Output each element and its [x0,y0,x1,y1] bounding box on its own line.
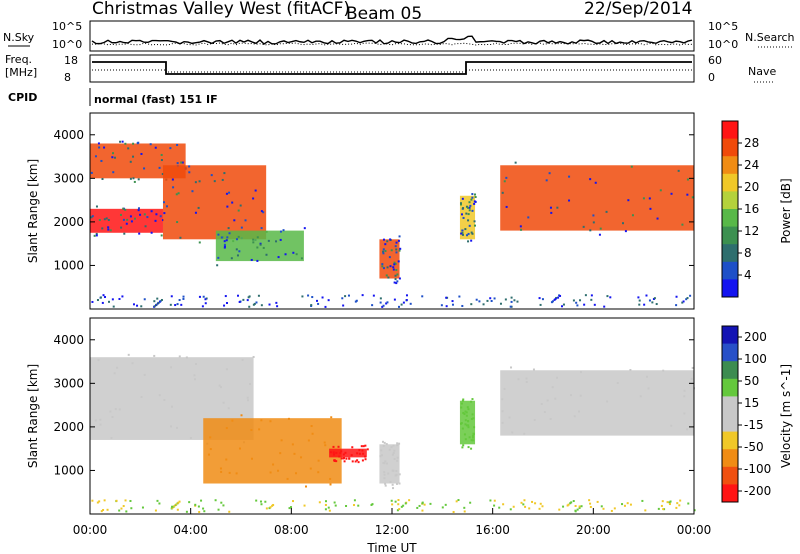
colorbar-swatch [722,343,738,362]
xtick-label: 12:00 [375,523,410,537]
colorbar-tick-label: 50 [744,374,759,388]
ytick-label: 1000 [53,258,84,272]
colorbar-swatch [722,261,738,280]
nsearch-tick-high: 10^5 [708,20,738,33]
colorbar-swatch [722,156,738,175]
nave-series [92,69,692,73]
echo-region [379,440,401,490]
freq-series [92,61,692,75]
nsearch-tick-low: 10^0 [708,38,738,51]
velocity-panel: 1000 2000 3000 4000 Slant Range [km] 200 100… [26,317,793,554]
colorbar-tick-label: 24 [744,158,759,172]
colorbar-swatch [722,121,738,140]
beam-label: Beam 05 [346,4,422,24]
colorbar-tick-label: 8 [744,246,752,260]
colorbar-swatch [722,449,738,468]
nsky-label: N.Sky [3,31,35,44]
colorbar-swatch [722,361,738,380]
power-ylabel: Slant Range [km] [26,159,40,263]
freq-tick-low: 8 [64,71,71,84]
colorbar-swatch [722,414,738,433]
colorbar-tick-label: 4 [744,268,752,282]
echo-region [459,193,477,243]
echo-region [162,161,268,244]
echo-region [500,161,694,236]
colorbar-swatch [722,191,738,210]
colorbar-tick-label: 200 [744,330,767,344]
ytick-label: 4000 [53,333,84,347]
ytick-label: 2000 [53,420,84,434]
cpid-value: normal (fast) 151 IF [94,93,218,106]
freq-label: Freq. [5,53,32,66]
colorbar-tick-label: 20 [744,180,759,194]
echo-region [90,205,164,237]
freq-tick-high: 18 [64,54,78,67]
colorbar-swatch [722,326,738,345]
colorbar-swatch [722,279,738,298]
nave-label: Nave [748,65,776,78]
colorbar-tick-label: 100 [744,352,767,366]
power-panel: 1000 2000 3000 4000 Slant Range [km] 4 8 12 16… [26,112,793,310]
date-label: 22/Sep/2014 [584,0,692,19]
colorbar-swatch [722,138,738,157]
echo-region [379,235,402,285]
colorbar-swatch [722,244,738,263]
colorbar-swatch [722,484,738,503]
echo-region [500,366,696,436]
colorbar-swatch [722,378,738,397]
velocity-ylabel: Slant Range [km] [26,364,40,468]
echo-region [203,414,342,488]
xtick-label: 00:00 [677,523,712,537]
radar-title: Christmas Valley West (fitACF) [92,0,350,19]
echo-region [329,444,369,464]
noise-strip: N.Sky 10^5 10^0 10^5 10^0 N.Search [3,20,795,52]
nsky-tick-low: 10^0 [52,38,82,51]
freq-unit: [MHz] [5,66,37,79]
ytick-label: 2000 [53,215,84,229]
nave-tick-low: 0 [708,71,715,84]
ytick-label: 1000 [53,463,84,477]
colorbar-tick-label: 28 [744,136,759,150]
freq-strip: Freq. [MHz] 18 8 60 0 Nave [5,53,776,84]
colorbar-tick-label: 12 [744,224,759,238]
echo-region [459,398,476,450]
colorbar-tick-label: -15 [744,418,764,432]
colorbar-swatch [722,396,738,415]
nsky-series [91,35,693,45]
nave-tick-high: 60 [708,54,722,67]
colorbar-tick-label: -200 [744,484,771,498]
cpid-label: CPID [8,91,37,104]
ytick-label: 3000 [53,171,84,185]
power-colorbar-label: Power [dB] [779,178,793,243]
nsky-tick-high: 10^5 [52,20,82,33]
colorbar-swatch [722,466,738,485]
xtick-label: 16:00 [475,523,510,537]
xtick-label: 00:00 [73,523,108,537]
nsearch-label: N.Search [745,31,795,44]
colorbar-swatch [722,431,738,450]
echo-region [215,226,306,267]
ground-scatter-band [91,499,696,513]
colorbar-tick-label: 16 [744,202,759,216]
xtick-label: 04:00 [173,523,208,537]
ytick-label: 3000 [53,376,84,390]
x-axis-label: Time UT [366,541,417,554]
colorbar-swatch [722,173,738,192]
colorbar-tick-label: 15 [744,396,759,410]
ytick-label: 4000 [53,128,84,142]
colorbar-swatch [722,209,738,228]
xtick-label: 20:00 [576,523,611,537]
colorbar-tick-label: -50 [744,440,764,454]
xtick-label: 08:00 [274,523,309,537]
colorbar-tick-label: -100 [744,462,771,476]
velocity-colorbar-label: Velocity [m s^-1] [779,364,793,468]
colorbar-swatch [722,226,738,245]
ground-scatter-band [91,294,692,308]
